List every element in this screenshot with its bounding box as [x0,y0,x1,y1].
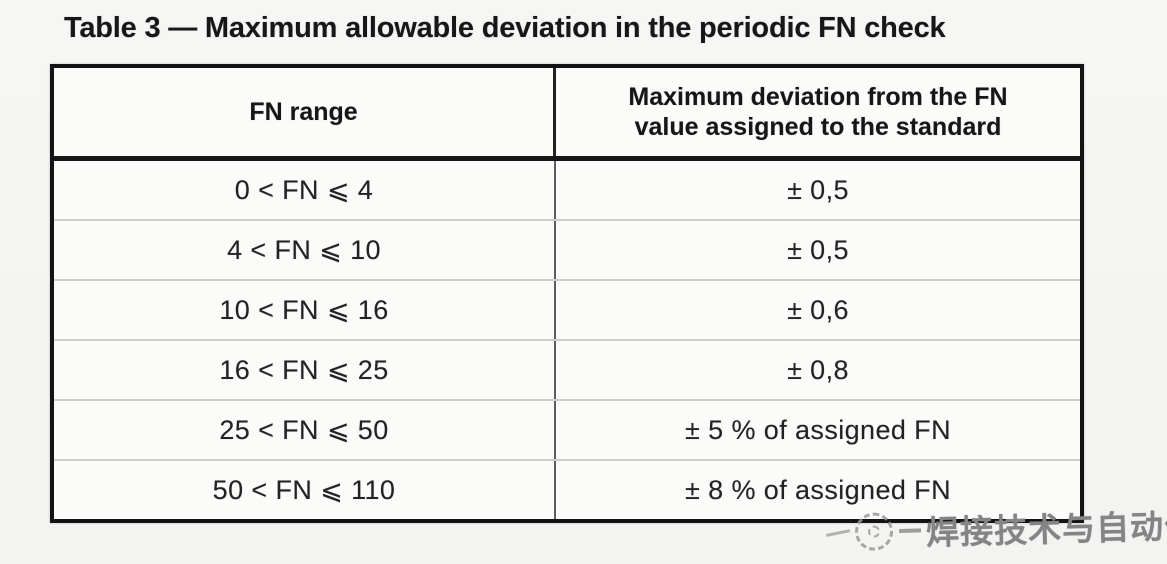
cell-fn-range: 0 < FN ⩽ 4 [54,161,556,219]
cell-deviation: ± 0,8 [787,354,849,385]
table-header-row: FN range Maximum deviation from the FN v… [54,68,1080,161]
table-body: 0 < FN ⩽ 4 ± 0,5 4 < FN ⩽ 10 ± 0,5 10 < … [54,161,1080,519]
table-row: 25 < FN ⩽ 50 ± 5 % of assigned FN [54,399,1080,459]
table-row: 16 < FN ⩽ 25 ± 0,8 [54,339,1080,399]
table-row: 4 < FN ⩽ 10 ± 0,5 [54,219,1080,279]
cell-fn-range: 10 < FN ⩽ 16 [54,281,556,339]
table-row: 50 < FN ⩽ 110 ± 8 % of assigned FN [54,459,1080,519]
table-row: 10 < FN ⩽ 16 ± 0,6 [54,279,1080,339]
fn-deviation-table: FN range Maximum deviation from the FN v… [50,64,1084,523]
column-header-max-deviation: Maximum deviation from the FN value assi… [556,68,1080,156]
cell-fn-range: 16 < FN ⩽ 25 [54,341,556,399]
cell-fn-range: 50 < FN ⩽ 110 [54,461,556,519]
cell-deviation: ± 0,6 [787,294,849,325]
cell-deviation: ± 0,5 [787,174,849,205]
cell-deviation: ± 5 % of assigned FN [685,414,951,445]
column-header-fn-range: FN range [54,68,556,156]
column-header-max-deviation-label: Maximum deviation from the FN value assi… [628,82,1008,142]
cell-fn-range: 4 < FN ⩽ 10 [54,221,556,279]
cell-deviation: ± 8 % of assigned FN [685,474,951,505]
watermark-dash [898,528,922,533]
cell-deviation: ± 0,5 [787,234,849,265]
table-caption: Table 3 — Maximum allowable deviation in… [64,12,946,44]
watermark-stroke [826,528,851,537]
table-row: 0 < FN ⩽ 4 ± 0,5 [54,161,1080,219]
cell-fn-range: 25 < FN ⩽ 50 [54,401,556,459]
